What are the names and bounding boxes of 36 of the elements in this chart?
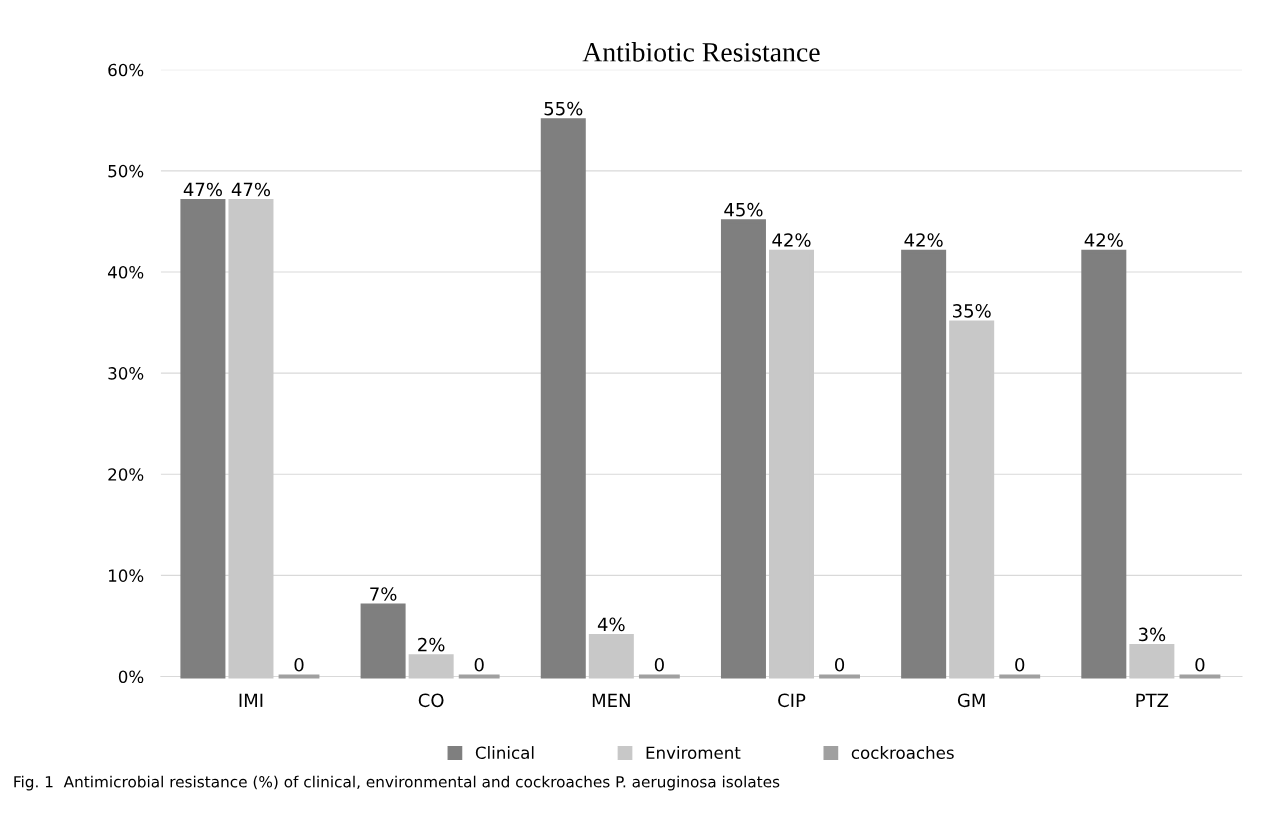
legend-label: Enviroment [646, 746, 741, 760]
data-label: 42% [772, 233, 811, 247]
x-tick-label: IMI [239, 693, 263, 707]
x-tick-label: GM [957, 693, 985, 708]
legend-label: cockroaches [851, 746, 954, 760]
data-label: 55% [544, 101, 583, 116]
y-tick-label: 30% [108, 367, 144, 380]
data-label: 45% [724, 202, 763, 217]
data-label: 47% [231, 182, 271, 197]
data-label: 42% [1084, 233, 1123, 247]
data-label: 0 [294, 657, 304, 672]
legend-label: Clinical [475, 746, 534, 760]
data-label: 0 [835, 657, 845, 672]
data-label: 3% [1138, 627, 1166, 642]
chart-title: Antibiotic Resistance [582, 42, 820, 62]
y-tick-label: 50% [108, 164, 144, 178]
data-label: 0 [474, 657, 484, 672]
data-label: 0 [654, 657, 664, 672]
x-tick-label: CO [418, 693, 444, 708]
data-label: 42% [904, 233, 943, 247]
data-label: 0 [1015, 657, 1025, 672]
y-tick-label: 20% [108, 468, 144, 481]
data-label: 0 [1195, 657, 1205, 672]
x-tick-label: MEN [592, 693, 630, 707]
y-tick-label: 40% [107, 265, 144, 279]
data-label: 7% [370, 587, 397, 601]
data-label: 47% [183, 182, 222, 197]
x-tick-label: CIP [778, 693, 806, 708]
caption: Fig. 1 Antimicrobial resistance (%) of clinical, environmental and cockroaches P. aeruginosa isolates [14, 775, 780, 791]
x-tick-label: PTZ [1136, 693, 1169, 707]
data-label: 4% [597, 617, 625, 632]
data-label: 2% [418, 637, 445, 652]
data-label: 35% [953, 303, 991, 318]
y-tick-label: 0% [118, 670, 144, 684]
y-tick-label: 60% [108, 63, 144, 77]
y-tick-label: 10% [108, 569, 144, 582]
